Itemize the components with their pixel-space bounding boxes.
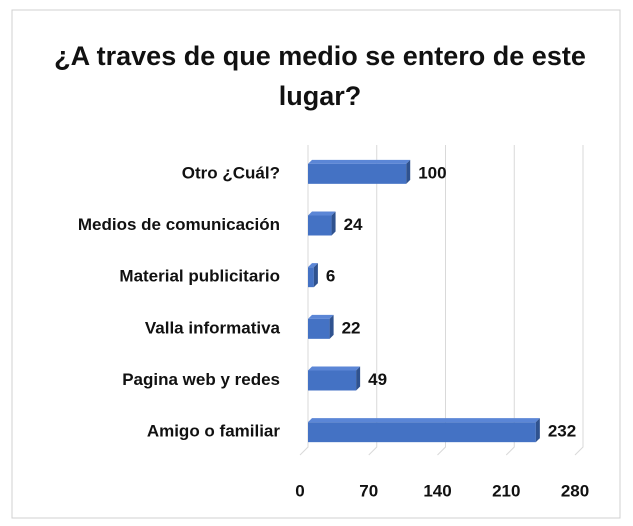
bar-side bbox=[313, 263, 318, 288]
bar-top bbox=[308, 263, 318, 268]
bar-top bbox=[308, 211, 336, 216]
grid-line bbox=[368, 145, 378, 456]
bar-side bbox=[406, 159, 411, 184]
data-label: 24 bbox=[344, 215, 363, 234]
data-label: 100 bbox=[418, 163, 446, 182]
grid-line bbox=[574, 145, 584, 456]
chart-frame bbox=[11, 9, 621, 519]
bar bbox=[308, 159, 411, 184]
y-tick-label: Amigo o familiar bbox=[147, 422, 281, 441]
x-tick-label: 70 bbox=[359, 481, 378, 500]
bar bbox=[308, 418, 540, 443]
bar-top bbox=[308, 418, 540, 423]
grid-line bbox=[437, 145, 446, 456]
bar-side bbox=[331, 211, 336, 236]
bar-top bbox=[308, 366, 361, 371]
y-tick-label: Material publicitario bbox=[119, 267, 280, 286]
bar bbox=[308, 366, 361, 391]
bar-top bbox=[308, 159, 411, 164]
y-tick-label: Medios de comunicación bbox=[78, 215, 280, 234]
bar-front bbox=[308, 370, 357, 391]
bar-top bbox=[308, 314, 334, 319]
bar-side bbox=[356, 366, 361, 391]
data-label: 49 bbox=[368, 370, 387, 389]
x-tick-label: 280 bbox=[561, 481, 589, 500]
bar-front bbox=[308, 422, 536, 443]
y-tick-label: Pagina web y redes bbox=[122, 370, 280, 389]
bar bbox=[308, 314, 334, 339]
bar-side bbox=[329, 314, 334, 339]
bar-front bbox=[308, 267, 314, 288]
bar-front bbox=[308, 163, 407, 184]
data-label: 22 bbox=[342, 318, 361, 337]
x-tick-label: 140 bbox=[423, 481, 451, 500]
y-tick-label: Otro ¿Cuál? bbox=[182, 163, 280, 182]
x-tick-label: 210 bbox=[492, 481, 520, 500]
bar-front bbox=[308, 318, 330, 339]
grid-line bbox=[299, 145, 309, 456]
grid-line bbox=[505, 145, 515, 456]
data-label: 232 bbox=[548, 422, 576, 441]
bar bbox=[308, 211, 336, 236]
x-tick-label: 0 bbox=[295, 481, 304, 500]
bar-side bbox=[535, 418, 540, 443]
data-label: 6 bbox=[326, 267, 335, 286]
bar-front bbox=[308, 215, 332, 236]
chart-title: ¿A traves de que medio se entero de este… bbox=[54, 41, 586, 111]
bar bbox=[308, 263, 318, 288]
y-tick-label: Valla informativa bbox=[145, 318, 281, 337]
